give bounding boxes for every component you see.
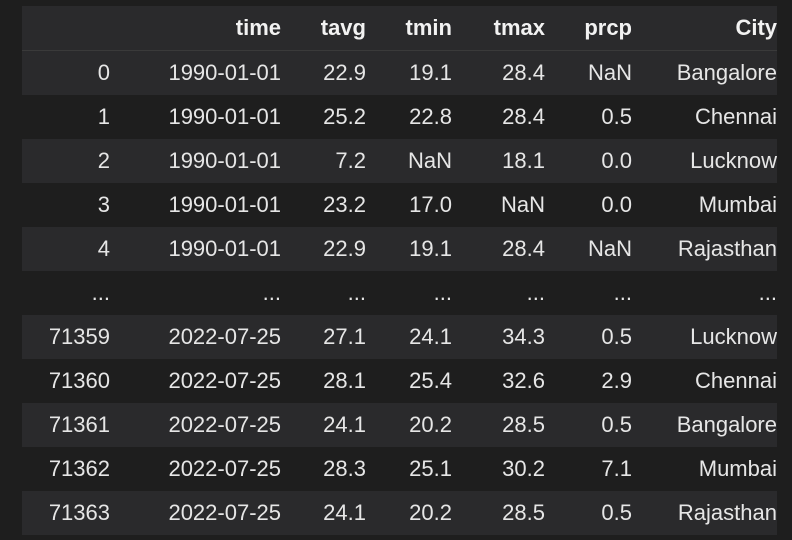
cell-prcp: 7.1 <box>601 456 632 481</box>
cell-tmax: 30.2 <box>502 456 545 481</box>
table-row: 0 1990-01-01 22.9 19.1 28.4 NaN Bangalor… <box>22 50 777 95</box>
cell-tmax: 34.3 <box>502 324 545 349</box>
cell-city: Chennai <box>695 368 777 393</box>
table-row: 71362 2022-07-25 28.3 25.1 30.2 7.1 Mumb… <box>22 447 777 491</box>
cell-prcp: 0.5 <box>601 104 632 129</box>
cell-time: 2022-07-25 <box>168 368 281 393</box>
cell-tmin: 19.1 <box>409 236 452 261</box>
row-index: 2 <box>97 148 110 173</box>
dataframe-table: time tavg tmin tmax prcp City 0 1990-01-… <box>22 6 777 535</box>
cell-city: ... <box>758 280 777 305</box>
cell-city: Rajasthan <box>677 500 777 525</box>
cell-tmax: 28.5 <box>502 412 545 437</box>
cell-prcp: NaN <box>587 60 632 85</box>
cell-tmin: 25.1 <box>409 456 452 481</box>
cell-time: ... <box>262 280 281 305</box>
row-index: 71359 <box>48 324 110 349</box>
cell-tmin: ... <box>433 280 452 305</box>
cell-tavg: 22.9 <box>323 60 366 85</box>
row-index: 71362 <box>48 456 110 481</box>
row-index: 71360 <box>48 368 110 393</box>
column-header-city: City <box>632 6 777 51</box>
table-row: 71361 2022-07-25 24.1 20.2 28.5 0.5 Bang… <box>22 403 777 447</box>
cell-prcp: ... <box>613 280 632 305</box>
cell-time: 2022-07-25 <box>168 456 281 481</box>
cell-tmax: 28.5 <box>502 500 545 525</box>
cell-prcp: 0.0 <box>601 192 632 217</box>
row-index: 1 <box>97 104 110 129</box>
cell-city: Rajasthan <box>677 236 777 261</box>
table-row: 3 1990-01-01 23.2 17.0 NaN 0.0 Mumbai <box>22 183 777 227</box>
column-header-tmax: tmax <box>452 6 545 51</box>
cell-tmin: NaN <box>407 148 452 173</box>
cell-tmax: ... <box>526 280 545 305</box>
cell-prcp: 0.5 <box>601 412 632 437</box>
table-row: 71360 2022-07-25 28.1 25.4 32.6 2.9 Chen… <box>22 359 777 403</box>
cell-time: 1990-01-01 <box>168 104 281 129</box>
cell-time: 2022-07-25 <box>168 412 281 437</box>
table-row: 1 1990-01-01 25.2 22.8 28.4 0.5 Chennai <box>22 95 777 139</box>
table-header-row: time tavg tmin tmax prcp City <box>22 6 777 51</box>
row-index: ... <box>91 280 110 305</box>
cell-tmax: NaN <box>500 192 545 217</box>
cell-tavg: 23.2 <box>323 192 366 217</box>
column-header-prcp: prcp <box>545 6 632 51</box>
column-header-tmin: tmin <box>366 6 452 51</box>
cell-city: Lucknow <box>690 148 777 173</box>
cell-tavg: 22.9 <box>323 236 366 261</box>
cell-prcp: 2.9 <box>601 368 632 393</box>
cell-tmin: 25.4 <box>409 368 452 393</box>
cell-time: 2022-07-25 <box>168 324 281 349</box>
cell-city: Lucknow <box>690 324 777 349</box>
cell-city: Bangalore <box>676 412 777 437</box>
cell-tmin: 17.0 <box>409 192 452 217</box>
table-row: 4 1990-01-01 22.9 19.1 28.4 NaN Rajastha… <box>22 227 777 271</box>
cell-tmax: 28.4 <box>502 60 545 85</box>
cell-tmax: 18.1 <box>502 148 545 173</box>
cell-prcp: 0.5 <box>601 324 632 349</box>
row-index: 4 <box>97 236 110 261</box>
cell-tavg: 25.2 <box>323 104 366 129</box>
column-header-index <box>22 6 110 51</box>
cell-tavg: 28.3 <box>323 456 366 481</box>
cell-tavg: 24.1 <box>323 412 366 437</box>
cell-city: Bangalore <box>676 60 777 85</box>
cell-prcp: NaN <box>587 236 632 261</box>
row-index: 0 <box>97 60 110 85</box>
cell-time: 2022-07-25 <box>168 500 281 525</box>
cell-tmin: 20.2 <box>409 500 452 525</box>
row-index: 3 <box>97 192 110 217</box>
column-header-tavg: tavg <box>281 6 366 51</box>
column-header-time: time <box>110 6 281 51</box>
cell-time: 1990-01-01 <box>168 148 281 173</box>
cell-prcp: 0.0 <box>601 148 632 173</box>
cell-tmax: 32.6 <box>502 368 545 393</box>
row-index: 71363 <box>48 500 110 525</box>
cell-time: 1990-01-01 <box>168 192 281 217</box>
cell-city: Chennai <box>695 104 777 129</box>
cell-tmin: 20.2 <box>409 412 452 437</box>
cell-city: Mumbai <box>698 456 777 481</box>
cell-tavg: 27.1 <box>323 324 366 349</box>
ellipsis-row: ... ... ... ... ... ... ... <box>22 271 777 315</box>
cell-prcp: 0.5 <box>601 500 632 525</box>
table-row: 2 1990-01-01 7.2 NaN 18.1 0.0 Lucknow <box>22 139 777 183</box>
row-index: 71361 <box>48 412 110 437</box>
cell-time: 1990-01-01 <box>168 236 281 261</box>
cell-time: 1990-01-01 <box>168 60 281 85</box>
cell-tmin: 22.8 <box>409 104 452 129</box>
cell-tmax: 28.4 <box>502 104 545 129</box>
table-row: 71359 2022-07-25 27.1 24.1 34.3 0.5 Luck… <box>22 315 777 359</box>
cell-tmin: 19.1 <box>409 60 452 85</box>
cell-tavg: 28.1 <box>323 368 366 393</box>
cell-tmin: 24.1 <box>409 324 452 349</box>
table-row: 71363 2022-07-25 24.1 20.2 28.5 0.5 Raja… <box>22 491 777 535</box>
cell-tmax: 28.4 <box>502 236 545 261</box>
cell-tavg: 24.1 <box>323 500 366 525</box>
cell-city: Mumbai <box>698 192 777 217</box>
cell-tavg: 7.2 <box>335 148 366 173</box>
cell-tavg: ... <box>347 280 366 305</box>
